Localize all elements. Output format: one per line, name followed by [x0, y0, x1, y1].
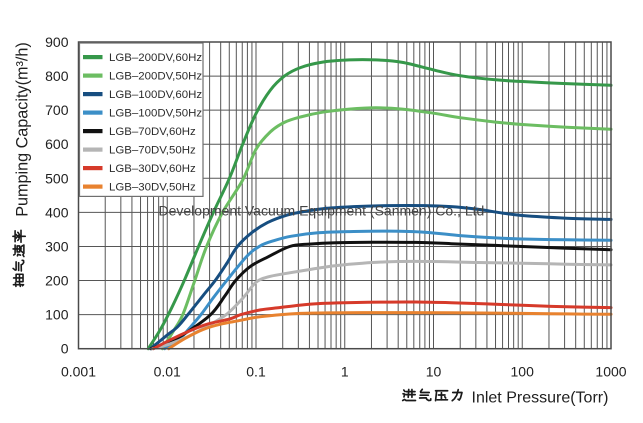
svg-text:LGB–30DV,50Hz: LGB–30DV,50Hz: [109, 182, 196, 194]
svg-text:400: 400: [45, 204, 69, 220]
svg-text:LGB–30DV,60Hz: LGB–30DV,60Hz: [109, 163, 196, 175]
svg-text:900: 900: [45, 34, 69, 50]
svg-text:Inlet Pressure(Torr): Inlet Pressure(Torr): [472, 389, 609, 406]
svg-text:200: 200: [45, 273, 69, 289]
svg-text:Pumping Capacity(m³/h): Pumping Capacity(m³/h): [13, 42, 31, 217]
svg-text:LGB–100DV,60Hz: LGB–100DV,60Hz: [109, 89, 202, 101]
svg-text:0.01: 0.01: [154, 364, 181, 380]
svg-text:LGB–200DV,60Hz: LGB–200DV,60Hz: [109, 52, 202, 64]
svg-text:800: 800: [45, 68, 69, 84]
svg-text:500: 500: [45, 170, 69, 186]
svg-text:0.1: 0.1: [246, 364, 266, 380]
svg-text:10: 10: [426, 364, 442, 380]
svg-text:LGB–200DV,50Hz: LGB–200DV,50Hz: [109, 71, 202, 83]
svg-text:600: 600: [45, 136, 69, 152]
svg-text:1: 1: [341, 364, 349, 380]
svg-text:Development Vacuum Equipment (: Development Vacuum Equipment (Sanmen) Co…: [159, 203, 485, 219]
svg-text:LGB–70DV,60Hz: LGB–70DV,60Hz: [109, 126, 196, 138]
svg-text:0: 0: [61, 341, 69, 357]
svg-text:LGB–100DV,50Hz: LGB–100DV,50Hz: [109, 108, 202, 120]
svg-text:0.001: 0.001: [61, 364, 96, 380]
svg-text:100: 100: [45, 307, 69, 323]
svg-text:300: 300: [45, 239, 69, 255]
svg-text:1000: 1000: [595, 364, 626, 380]
svg-text:LGB–70DV,50Hz: LGB–70DV,50Hz: [109, 145, 196, 157]
svg-text:700: 700: [45, 102, 69, 118]
svg-text:100: 100: [511, 364, 535, 380]
